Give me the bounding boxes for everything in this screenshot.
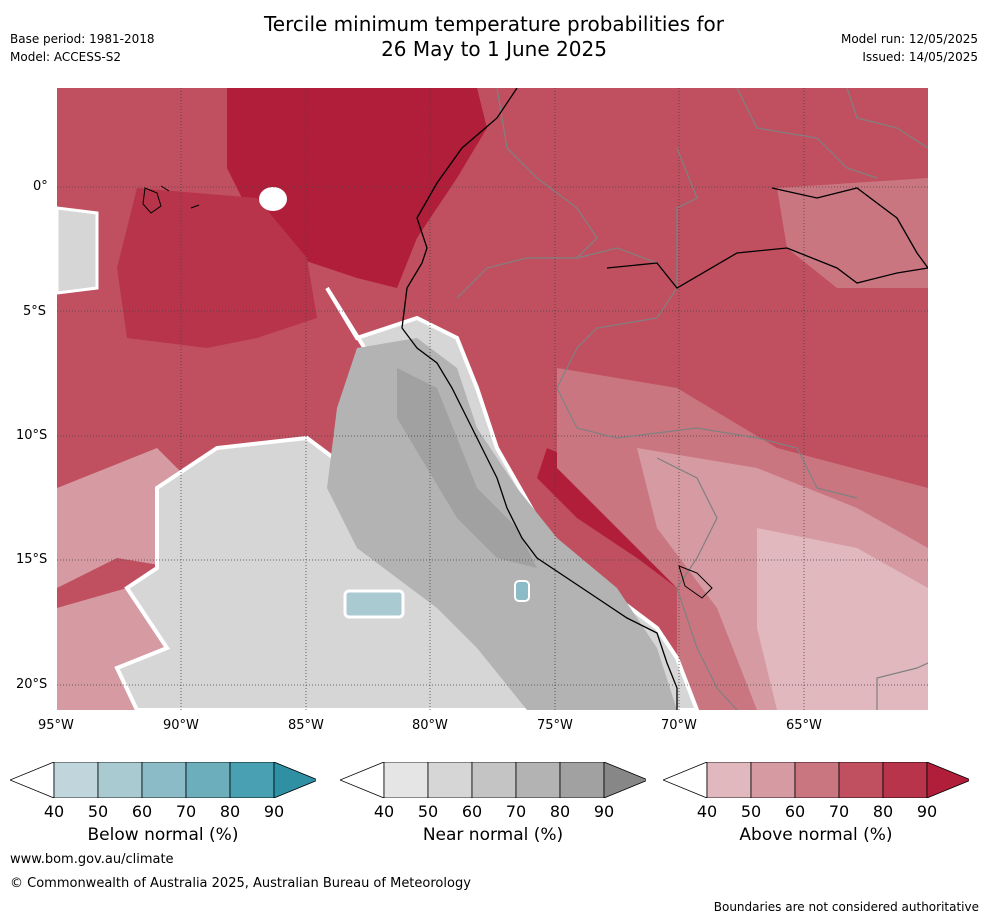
below-40-spot	[259, 187, 287, 211]
colorbar-ticks-below: 40 50 60 70 80 90	[10, 802, 316, 824]
colorbar-tick-label: 70	[175, 802, 197, 821]
colorbar-tick-label: 80	[872, 802, 894, 821]
title-line-2: 26 May to 1 June 2025	[381, 37, 607, 61]
legend-above-normal: 40 50 60 70 80 90 Above normal (%)	[661, 761, 973, 845]
country-boundaries	[456, 88, 928, 710]
lon-label-75w: 75°W	[537, 718, 573, 733]
above-80-region-west	[117, 188, 317, 348]
meta-right: Model run: 12/05/2025 Issued: 14/05/2025	[841, 30, 978, 66]
lon-label-95w: 95°W	[38, 718, 74, 733]
colorbar-tick-label: 60	[784, 802, 806, 821]
colorbar-tick-label: 80	[219, 802, 241, 821]
chart-title: Tercile minimum temperature probabilitie…	[0, 12, 988, 62]
colorbar-tick-label: 80	[549, 802, 571, 821]
colorbar-near-normal	[338, 761, 650, 799]
map-panel	[57, 88, 928, 710]
colorbar-segment	[838, 761, 884, 799]
lon-label-85w: 85°W	[288, 718, 324, 733]
colorbar-segment	[559, 761, 605, 799]
colorbar-segment	[427, 761, 473, 799]
gridlines	[57, 88, 928, 710]
galapagos-islands	[142, 185, 200, 214]
colorbar-segment	[515, 761, 561, 799]
colorbar-segment	[471, 761, 517, 799]
colorbar-tick-label: 50	[417, 802, 439, 821]
base-period: Base period: 1981-2018	[10, 32, 155, 46]
colorbar-segment	[97, 761, 143, 799]
colorbar-tick-label: 50	[740, 802, 762, 821]
colorbar-segment	[882, 761, 928, 799]
legend-label-below: Below normal (%)	[87, 825, 239, 845]
colorbar-segment	[141, 761, 187, 799]
near-normal-80-region	[397, 368, 537, 568]
colorbar-tick-label: 40	[43, 802, 65, 821]
title-line-1: Tercile minimum temperature probabilitie…	[263, 12, 725, 36]
legend-below-normal: 40 50 60 70 80 90 Below normal (%)	[8, 761, 320, 845]
lon-label-90w: 90°W	[163, 718, 199, 733]
colorbar-tick-label: 90	[916, 802, 938, 821]
website-link[interactable]: www.bom.gov.au/climate	[10, 852, 174, 867]
colorbar-extend-low	[8, 761, 55, 799]
lat-label-5s: 5°S	[23, 304, 47, 319]
above-50-region-south	[757, 528, 928, 710]
colorbar-segment	[383, 761, 429, 799]
legend-label-near: Near normal (%)	[422, 825, 564, 845]
lon-label-65w: 65°W	[786, 718, 822, 733]
model-run: Model run: 12/05/2025	[840, 32, 978, 46]
lon-label-70w: 70°W	[661, 718, 697, 733]
colorbar-segment	[229, 761, 275, 799]
colorbar-tick-label: 70	[828, 802, 850, 821]
colorbar-tick-label: 90	[593, 802, 615, 821]
colorbar-ticks-near: 40 50 60 70 80 90	[340, 802, 646, 824]
copyright-text: © Commonwealth of Australia 2025, Austra…	[10, 876, 471, 891]
colorbar-tick-label: 40	[373, 802, 395, 821]
colorbar-tick-label: 90	[263, 802, 285, 821]
colorbar-extend-low	[661, 761, 708, 799]
colorbar-extend-high	[273, 761, 320, 799]
colorbar-tick-label: 60	[131, 802, 153, 821]
colorbar-tick-label: 70	[505, 802, 527, 821]
issued-date: Issued: 14/05/2025	[862, 50, 978, 64]
colorbar-extend-high	[926, 761, 973, 799]
colorbar-extend-high	[603, 761, 650, 799]
meta-left: Base period: 1981-2018 Model: ACCESS-S2	[10, 30, 155, 66]
colorbar-extend-low	[338, 761, 385, 799]
map-graphic	[57, 88, 928, 710]
legend-label-above: Above normal (%)	[739, 825, 893, 845]
colorbar-tick-label: 40	[696, 802, 718, 821]
model-name: Model: ACCESS-S2	[10, 50, 122, 64]
coastline	[401, 88, 928, 710]
colorbar-segment	[53, 761, 99, 799]
colorbar-segment	[706, 761, 752, 799]
legend-near-normal: 40 50 60 70 80 90 Near normal (%)	[338, 761, 650, 845]
lat-label-10s: 10°S	[16, 428, 48, 443]
colorbar-above-normal	[661, 761, 973, 799]
disclaimer-text: Boundaries are not considered authoritat…	[713, 900, 979, 914]
colorbar-ticks-above: 40 50 60 70 80 90	[663, 802, 969, 824]
lake-titicaca	[678, 565, 713, 599]
colorbar-tick-label: 60	[461, 802, 483, 821]
lat-label-15s: 15°S	[16, 552, 48, 567]
lon-label-80w: 80°W	[412, 718, 448, 733]
above-70-region-northeast	[777, 178, 928, 288]
colorbar-below-normal	[8, 761, 320, 799]
lat-label-20s: 20°S	[16, 677, 48, 692]
below-normal-patch-1	[343, 589, 405, 619]
colorbar-tick-label: 50	[87, 802, 109, 821]
colorbar-segment	[185, 761, 231, 799]
near-normal-region-west	[57, 206, 99, 295]
colorbar-segment	[794, 761, 840, 799]
colorbar-segment	[750, 761, 796, 799]
lat-label-0: 0°	[33, 179, 48, 194]
above-90-region-north	[227, 88, 487, 288]
below-normal-patch-2	[514, 580, 530, 602]
